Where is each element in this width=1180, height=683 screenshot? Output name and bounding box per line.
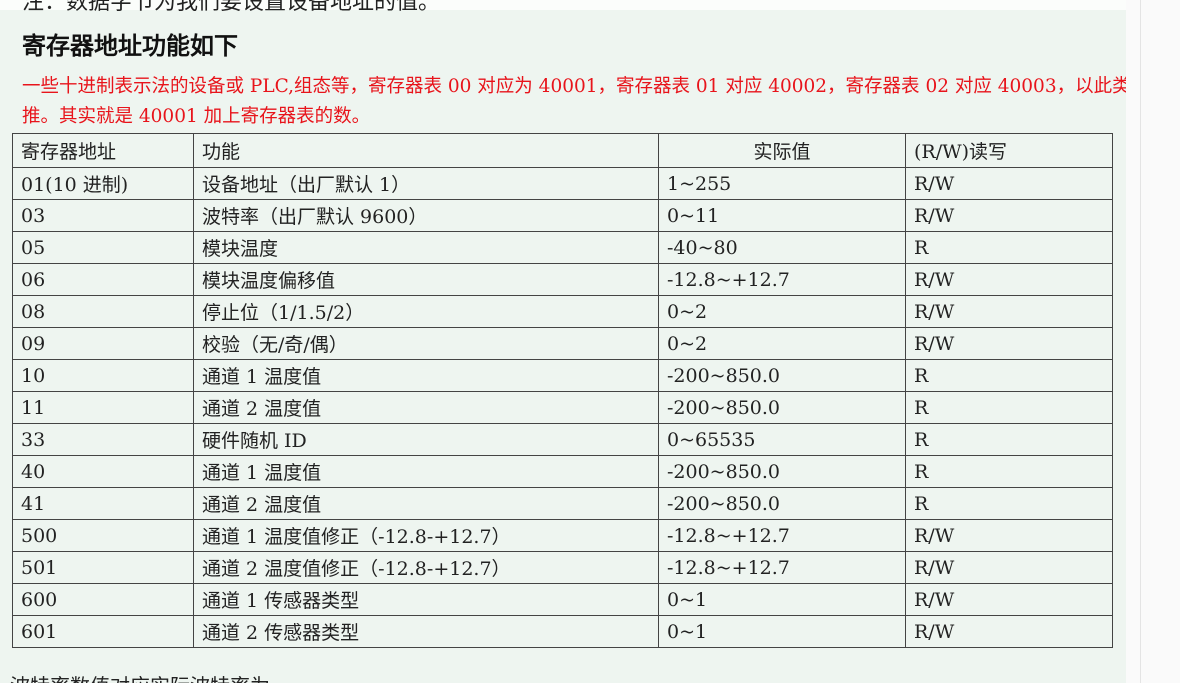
cell-value: 0~1 [658,615,906,648]
cell-value: -200~850.0 [658,391,906,424]
cell-address: 01(10 进制) [12,167,194,200]
cell-value: -200~850.0 [658,455,906,488]
cell-value: 0~1 [658,583,906,616]
cell-rw: R/W [905,199,1113,232]
table-row: 09 校验（无/奇/偶） 0~2 R/W [12,327,1113,360]
table-row: 11 通道 2 温度值 -200~850.0 R [12,391,1113,424]
cell-function: 通道 1 温度值修正（-12.8-+12.7） [193,519,659,552]
table-row: 33 硬件随机 ID 0~65535 R [12,423,1113,456]
cell-rw: R [905,391,1113,424]
cell-rw: R/W [905,327,1113,360]
cell-value: -12.8~+12.7 [658,551,906,584]
cell-value: 0~11 [658,199,906,232]
cell-rw: R [905,359,1113,392]
cell-address: 11 [12,391,194,424]
header-value: 实际值 [658,133,906,168]
table-row: 01(10 进制) 设备地址（出厂默认 1） 1~255 R/W [12,167,1113,200]
cell-function: 通道 1 温度值 [193,359,659,392]
cell-function: 通道 1 传感器类型 [193,583,659,616]
table-row: 08 停止位（1/1.5/2） 0~2 R/W [12,295,1113,328]
table-row: 41 通道 2 温度值 -200~850.0 R [12,487,1113,520]
right-margin [1126,0,1180,683]
cell-value: -40~80 [658,231,906,264]
section-heading: 寄存器地址功能如下 [22,32,238,60]
red-note: 一些十进制表示法的设备或 PLC,组态等，寄存器表 00 对应为 40001，寄… [22,76,1126,127]
cell-function: 硬件随机 ID [193,423,659,456]
table-row: 06 模块温度偏移值 -12.8~+12.7 R/W [12,263,1113,296]
cell-value: -12.8~+12.7 [658,519,906,552]
cell-address: 501 [12,551,194,584]
cell-function: 通道 2 温度值修正（-12.8-+12.7） [193,551,659,584]
cell-value: 0~2 [658,295,906,328]
cell-function: 模块温度 [193,231,659,264]
table-header-row: 寄存器地址 功能 实际值 (R/W)读写 [12,133,1113,168]
table-row: 601 通道 2 传感器类型 0~1 R/W [12,615,1113,648]
cell-value: -200~850.0 [658,487,906,520]
cell-address: 06 [12,263,194,296]
cell-rw: R/W [905,167,1113,200]
cell-function: 通道 1 温度值 [193,455,659,488]
cell-value: -200~850.0 [658,359,906,392]
cell-address: 500 [12,519,194,552]
table-row: 03 波特率（出厂默认 9600） 0~11 R/W [12,199,1113,232]
cell-rw: R [905,455,1113,488]
cell-address: 40 [12,455,194,488]
cell-function: 校验（无/奇/偶） [193,327,659,360]
cell-rw: R/W [905,583,1113,616]
header-rw: (R/W)读写 [905,133,1113,168]
cell-function: 通道 2 温度值 [193,391,659,424]
bottom-note: 波特率数值对应实际波特率为 [10,670,270,683]
top-strip [0,0,1126,10]
cell-rw: R/W [905,615,1113,648]
header-function: 功能 [193,133,659,168]
cell-value: 0~2 [658,327,906,360]
cell-address: 10 [12,359,194,392]
cell-address: 09 [12,327,194,360]
cell-function: 通道 2 传感器类型 [193,615,659,648]
cell-rw: R/W [905,519,1113,552]
cell-function: 通道 2 温度值 [193,487,659,520]
cell-rw: R [905,423,1113,456]
cell-value: 1~255 [658,167,906,200]
table-row: 501 通道 2 温度值修正（-12.8-+12.7） -12.8~+12.7 R/W [12,551,1113,584]
cell-address: 41 [12,487,194,520]
table-row: 500 通道 1 温度值修正（-12.8-+12.7） -12.8~+12.7 R/W [12,519,1113,552]
top-note: 注：数据字节为我们要设置设备地址的值。 [22,0,441,15]
cell-address: 08 [12,295,194,328]
cell-rw: R/W [905,551,1113,584]
cell-function: 模块温度偏移值 [193,263,659,296]
cell-rw: R [905,487,1113,520]
table-row: 40 通道 1 温度值 -200~850.0 R [12,455,1113,488]
cell-value: 0~65535 [658,423,906,456]
register-table: 寄存器地址 功能 实际值 (R/W)读写 01(10 进制) 设备地址（出厂默认 … [12,133,1113,648]
cell-address: 601 [12,615,194,648]
cell-address: 33 [12,423,194,456]
cell-function: 波特率（出厂默认 9600） [193,199,659,232]
cell-address: 03 [12,199,194,232]
cell-rw: R [905,231,1113,264]
cell-function: 设备地址（出厂默认 1） [193,167,659,200]
table-row: 10 通道 1 温度值 -200~850.0 R [12,359,1113,392]
cell-rw: R/W [905,263,1113,296]
cell-address: 05 [12,231,194,264]
divider [1140,0,1141,683]
header-address: 寄存器地址 [12,133,194,168]
cell-address: 600 [12,583,194,616]
cell-rw: R/W [905,295,1113,328]
document-image: 注：数据字节为我们要设置设备地址的值。 寄存器地址功能如下 一些十进制表示法的设… [0,0,1126,683]
table-row: 600 通道 1 传感器类型 0~1 R/W [12,583,1113,616]
table-row: 05 模块温度 -40~80 R [12,231,1113,264]
cell-function: 停止位（1/1.5/2） [193,295,659,328]
cell-value: -12.8~+12.7 [658,263,906,296]
